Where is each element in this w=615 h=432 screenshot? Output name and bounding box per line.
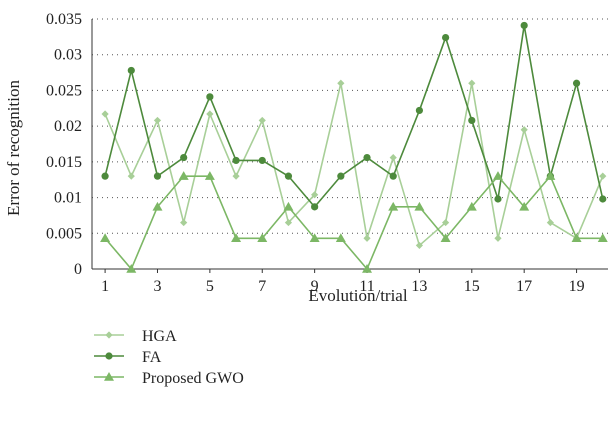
data-point <box>126 264 137 273</box>
data-point <box>231 233 242 243</box>
data-point <box>232 156 240 165</box>
data-point <box>442 218 450 227</box>
y-tick-label: 0.01 <box>54 190 82 207</box>
data-point <box>311 203 319 211</box>
legend-entry: FA <box>94 349 162 366</box>
data-point <box>546 218 554 227</box>
data-point <box>597 233 608 243</box>
data-point <box>494 234 502 242</box>
data-point <box>178 171 189 180</box>
data-point <box>519 201 530 211</box>
legend: HGA FA Proposed GWO <box>94 328 244 387</box>
data-point <box>258 156 266 165</box>
data-point <box>311 191 319 199</box>
y-tick-label: 0.015 <box>46 154 82 171</box>
data-point <box>180 218 188 227</box>
y-tick-label: 0.025 <box>46 82 82 99</box>
data-point <box>571 233 582 243</box>
x-axis-title: Evolution/trial <box>308 286 407 305</box>
data-point <box>283 201 294 211</box>
legend-swatch-marker <box>104 372 114 381</box>
data-point <box>520 126 528 134</box>
data-point <box>337 79 345 87</box>
data-point <box>309 233 320 243</box>
x-tick-label: 17 <box>516 278 532 295</box>
data-point <box>442 33 450 42</box>
y-axis-title: Error of recognition <box>4 80 23 216</box>
data-point <box>206 93 214 101</box>
data-point <box>232 172 240 180</box>
data-point <box>572 79 581 87</box>
y-tick-label: 0.035 <box>46 11 82 28</box>
data-point <box>440 233 451 243</box>
series-line <box>104 24 604 208</box>
data-point <box>204 171 215 180</box>
data-point <box>520 21 528 30</box>
y-tick-label: 0.02 <box>54 118 82 135</box>
y-tick-label: 0.005 <box>46 225 82 242</box>
data-point <box>101 172 109 180</box>
x-tick-label: 15 <box>464 278 480 295</box>
data-point <box>494 195 502 203</box>
x-tick-label: 3 <box>153 278 161 295</box>
legend-label: FA <box>142 349 162 366</box>
legend-swatch-marker <box>105 352 113 360</box>
series-lines <box>100 21 608 273</box>
data-point <box>468 116 476 125</box>
data-point <box>468 79 476 87</box>
data-point <box>101 110 109 118</box>
data-point <box>415 106 424 115</box>
data-point <box>284 172 293 180</box>
data-point <box>388 201 399 211</box>
x-tick-label: 11 <box>359 278 374 295</box>
data-point <box>153 116 162 125</box>
x-tick-label: 9 <box>311 278 319 295</box>
data-point <box>362 264 373 273</box>
legend-label: Proposed GWO <box>142 370 244 387</box>
data-point <box>127 172 135 180</box>
legend-entry: HGA <box>94 328 177 345</box>
gridlines <box>92 18 608 234</box>
data-point <box>599 172 607 180</box>
data-point <box>127 66 135 75</box>
data-point <box>363 153 371 162</box>
x-tick-label: 5 <box>206 278 214 295</box>
data-point <box>363 234 371 242</box>
x-tick-label: 1 <box>101 278 109 295</box>
x-tick-label: 19 <box>569 278 585 295</box>
data-point <box>206 110 214 118</box>
data-point <box>466 201 477 211</box>
series-hga <box>101 79 607 250</box>
data-point <box>389 153 397 162</box>
data-point <box>258 116 266 125</box>
data-point <box>545 171 556 180</box>
data-point <box>284 218 293 227</box>
legend-swatch-marker <box>105 331 113 339</box>
data-point <box>152 201 163 211</box>
x-tick-label: 7 <box>258 278 266 295</box>
data-point <box>153 172 162 180</box>
axes <box>91 19 608 273</box>
data-point <box>180 153 188 162</box>
series-proposed-gwo <box>100 171 608 273</box>
legend-label: HGA <box>142 328 177 345</box>
data-point <box>389 172 397 180</box>
legend-entry: Proposed GWO <box>94 370 244 387</box>
data-point <box>492 171 503 180</box>
data-point <box>599 195 607 203</box>
series-line <box>104 175 603 270</box>
series-line <box>104 82 604 247</box>
data-point <box>414 201 425 211</box>
data-point <box>415 241 424 250</box>
data-point <box>335 233 346 243</box>
data-point <box>337 172 345 180</box>
data-point <box>257 233 268 243</box>
data-point <box>100 233 111 243</box>
series-fa <box>101 21 607 211</box>
y-tick-label: 0.03 <box>54 47 82 64</box>
x-tick-label: 13 <box>411 278 427 295</box>
y-tick-label: 0 <box>74 261 82 278</box>
